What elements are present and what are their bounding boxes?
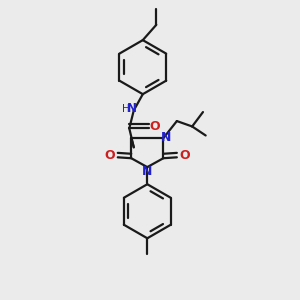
Text: N: N	[161, 131, 172, 144]
Text: N: N	[142, 165, 152, 178]
Text: N: N	[127, 102, 137, 115]
Text: H: H	[122, 103, 130, 114]
Text: O: O	[105, 148, 116, 162]
Text: O: O	[179, 148, 190, 162]
Text: O: O	[150, 120, 160, 133]
